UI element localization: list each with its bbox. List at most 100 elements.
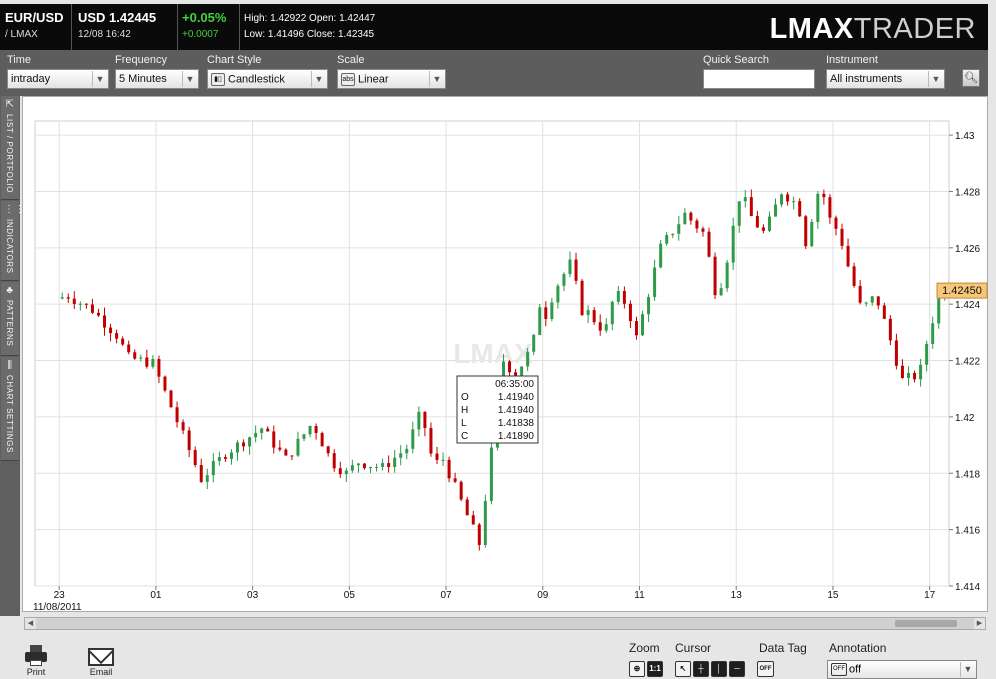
candle-body bbox=[725, 262, 729, 289]
x-tick-label: 09 bbox=[537, 590, 549, 601]
candle-body bbox=[520, 366, 524, 378]
tooltip-value: 1.41940 bbox=[498, 392, 535, 403]
candle-body bbox=[368, 467, 372, 469]
candlestick-chart[interactable]: LMAX 1.431.4281.4261.4241.4221.421.4181.… bbox=[23, 97, 989, 613]
logo-light: TRADER bbox=[853, 13, 976, 45]
candle-body bbox=[641, 314, 645, 336]
candle-body bbox=[127, 344, 131, 353]
x-start-date: 11/08/2011 bbox=[33, 602, 82, 613]
candle-body bbox=[731, 225, 735, 263]
x-tick-label: 13 bbox=[731, 590, 743, 601]
candle-body bbox=[84, 303, 88, 305]
candle-body bbox=[604, 324, 608, 331]
annotation-select[interactable]: OFF off ▼ bbox=[827, 660, 977, 679]
chart-scrollbar[interactable]: ◀ ▶ bbox=[24, 617, 986, 630]
candle-body bbox=[205, 475, 209, 482]
candle-body bbox=[804, 216, 808, 247]
time-value: intraday bbox=[11, 73, 51, 85]
chevron-down-icon: ▼ bbox=[92, 71, 107, 87]
candle-body bbox=[187, 430, 191, 451]
candles bbox=[60, 189, 947, 551]
change-box: +0.05% +0.0007 bbox=[179, 4, 240, 50]
candle-body bbox=[937, 297, 941, 324]
chevron-down-icon: ▼ bbox=[928, 71, 943, 87]
data-tag-toggle[interactable]: OFF bbox=[757, 661, 774, 677]
candle-body bbox=[598, 322, 602, 331]
zoom-in-button[interactable]: ⊕ bbox=[629, 661, 645, 677]
scroll-left-icon[interactable]: ◀ bbox=[25, 618, 36, 629]
scroll-right-icon[interactable]: ▶ bbox=[974, 618, 985, 629]
candle-body bbox=[532, 334, 536, 352]
tab-patterns[interactable]: ♣ PATTERNS bbox=[1, 282, 19, 356]
candle-body bbox=[610, 301, 614, 325]
y-tick-label: 1.418 bbox=[955, 469, 980, 480]
y-tick-label: 1.416 bbox=[955, 526, 980, 537]
y-tick-label: 1.422 bbox=[955, 357, 980, 368]
candle-body bbox=[254, 432, 258, 438]
candle-body bbox=[580, 280, 584, 315]
frequency-group: Frequency 5 Minutes ▼ bbox=[115, 54, 199, 89]
quote-header: EUR/USD / LMAX USD 1.42445 12/08 16:42 +… bbox=[0, 4, 988, 50]
settings-icon: ⫼ bbox=[7, 360, 13, 371]
cursor-pointer-button[interactable]: ↖ bbox=[675, 661, 691, 677]
candle-body bbox=[217, 457, 221, 461]
email-label: Email bbox=[89, 667, 113, 677]
candle-body bbox=[145, 357, 149, 367]
annotation-value: off bbox=[849, 663, 862, 676]
tab-chart-settings-label: CHART SETTINGS bbox=[5, 375, 14, 453]
y-tick-label: 1.43 bbox=[955, 131, 975, 142]
tab-list-portfolio[interactable]: ⇱ LIST / PORTFOLIO bbox=[1, 96, 19, 200]
scroll-thumb[interactable] bbox=[895, 620, 957, 627]
candle-body bbox=[737, 201, 741, 226]
quick-search-input[interactable] bbox=[703, 69, 815, 89]
candle-body bbox=[356, 463, 360, 466]
y-axis: 1.43 1.428 1.426 1.424 1.422 1.42 1.418 1.416 1.… bbox=[943, 131, 980, 593]
cursor-horizontal-button[interactable]: ─ bbox=[729, 661, 745, 677]
high-low-open-close: High: 1.42922 Open: 1.42447 Low: 1.41496… bbox=[241, 4, 391, 50]
search-button[interactable]: 🔍︎ bbox=[962, 69, 980, 87]
instrument-select[interactable]: All instruments ▼ bbox=[826, 69, 945, 89]
current-price: USD 1.42445 bbox=[78, 10, 157, 25]
vertical-line-icon: │ bbox=[716, 664, 722, 673]
candle-body bbox=[616, 291, 620, 302]
tab-indicators[interactable]: ⋮⋮ INDICATORS bbox=[1, 201, 25, 281]
y-tick-label: 1.414 bbox=[955, 582, 980, 593]
print-button[interactable]: Print bbox=[22, 645, 50, 677]
tab-chart-settings[interactable]: ⫼ CHART SETTINGS bbox=[1, 357, 19, 461]
scale-value: Linear bbox=[358, 73, 389, 86]
envelope-icon bbox=[88, 648, 114, 666]
candle-body bbox=[103, 315, 107, 328]
candle-body bbox=[121, 338, 125, 345]
candle-body bbox=[767, 216, 771, 231]
tooltip-key: O bbox=[461, 392, 469, 403]
candle-body bbox=[774, 204, 778, 217]
instrument-pair[interactable]: EUR/USD / LMAX bbox=[0, 4, 72, 50]
candle-body bbox=[900, 365, 904, 379]
email-button[interactable]: Email bbox=[86, 645, 116, 677]
y-tick-label: 1.428 bbox=[955, 187, 980, 198]
candle-body bbox=[574, 259, 578, 281]
candle-body bbox=[683, 212, 687, 225]
y-tick-label: 1.42 bbox=[955, 413, 975, 424]
cursor-vertical-button[interactable]: │ bbox=[711, 661, 727, 677]
x-tick-label: 11 bbox=[634, 590, 645, 601]
candle-body bbox=[925, 343, 929, 365]
zoom-reset-button[interactable]: 1:1 bbox=[647, 661, 663, 677]
quick-search-group: Quick Search bbox=[703, 54, 815, 89]
x-tick-label: 15 bbox=[827, 590, 839, 601]
candle-body bbox=[362, 463, 366, 469]
candle-body bbox=[852, 266, 856, 286]
candle-body bbox=[919, 364, 923, 380]
cursor-crosshair-button[interactable]: ┼ bbox=[693, 661, 709, 677]
scale-select[interactable]: abs Linear ▼ bbox=[337, 69, 446, 89]
candle-body bbox=[423, 411, 427, 429]
time-select[interactable]: intraday ▼ bbox=[7, 69, 109, 89]
printer-icon bbox=[25, 645, 47, 667]
chart-panel[interactable]: LMAX 1.43 1.428 1.426 1.424 1.422 1.42 1.418 1.… bbox=[22, 96, 989, 613]
chart-style-select[interactable]: ▮▯ Candlestick ▼ bbox=[207, 69, 328, 89]
candle-body bbox=[653, 267, 657, 297]
frequency-select[interactable]: 5 Minutes ▼ bbox=[115, 69, 199, 89]
scale-group: Scale abs Linear ▼ bbox=[337, 54, 446, 89]
candlestick-icon: ▮▯ bbox=[211, 73, 225, 86]
